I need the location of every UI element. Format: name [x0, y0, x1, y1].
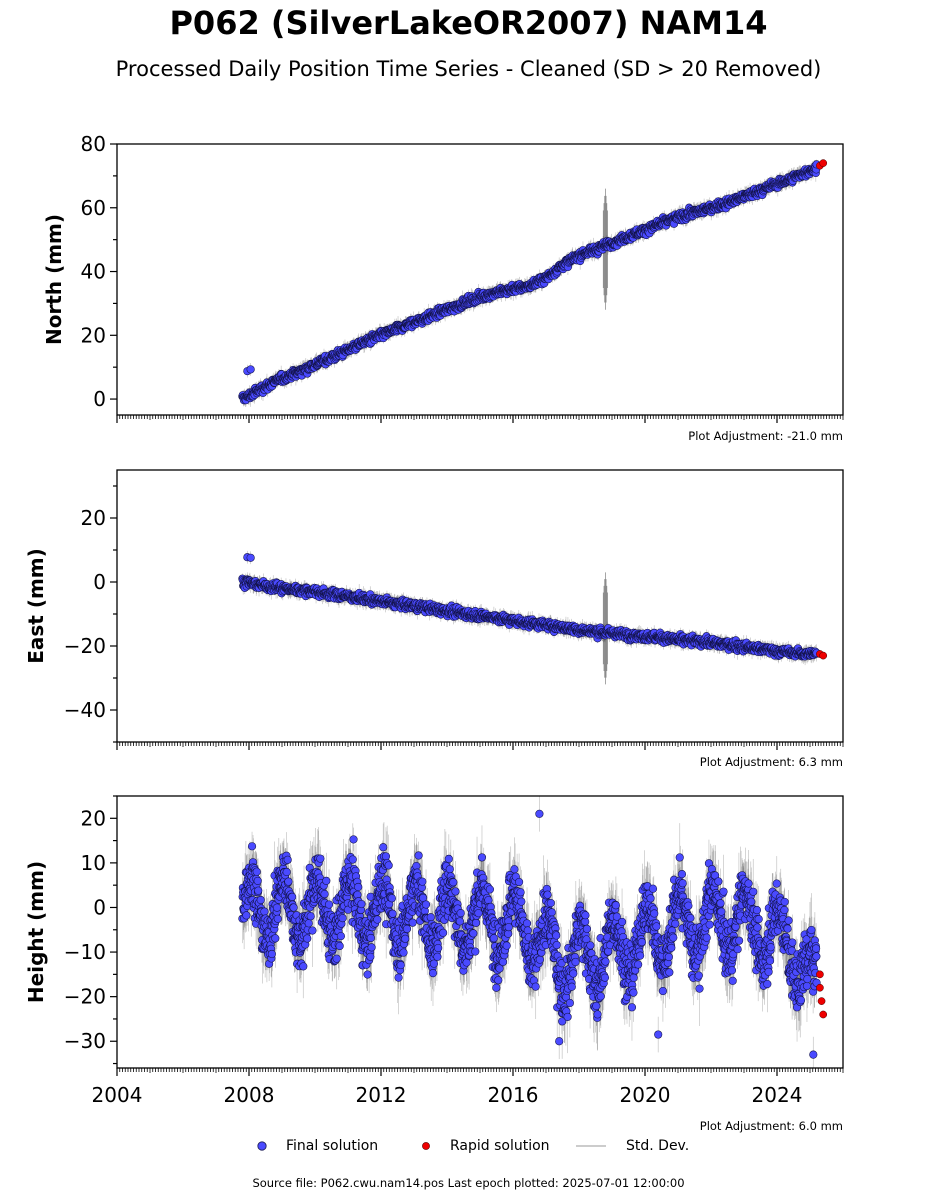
plot-area [238, 550, 828, 685]
y-tick-label: 80 [81, 132, 106, 156]
y-tick-label: 40 [81, 260, 106, 284]
rapid-points [816, 159, 828, 170]
rapid-point [819, 159, 828, 167]
final-points [238, 160, 821, 405]
chart-subtitle: Processed Daily Position Time Series - C… [115, 57, 822, 81]
final-point [246, 365, 255, 374]
final-points [238, 553, 821, 661]
y-tick-label: 60 [81, 196, 106, 220]
y-tick-label: 20 [81, 323, 106, 347]
panel-frame [116, 143, 844, 416]
y-axis-label: North (mm) [42, 214, 66, 345]
north-panel: 0 20 40 60 80 North (mm) Plot Adjustment: -21.… [42, 132, 844, 443]
chart-title: P062 (SilverLakeOR2007) NAM14 [169, 4, 768, 42]
y-tick-label: 0 [93, 387, 106, 411]
plot-adjustment-note: Plot Adjustment: -21.0 mm [688, 429, 843, 443]
plot-area [238, 159, 828, 408]
